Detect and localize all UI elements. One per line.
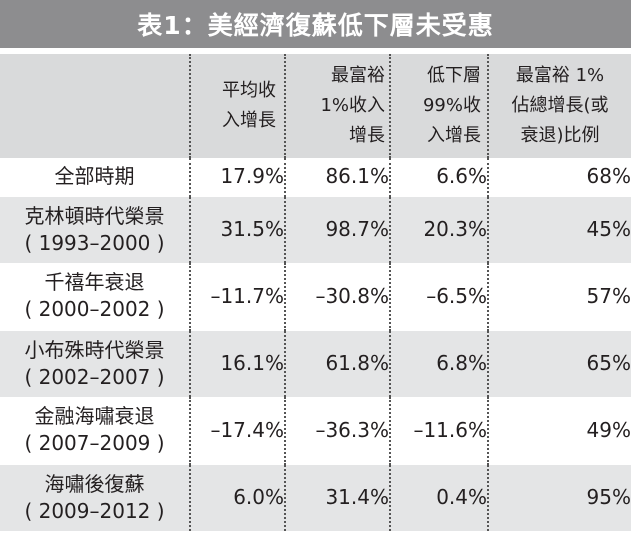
income-growth-table: 平均收 入增長 最富裕 1%收入 增長 低下層 99%收 入增長 最富裕 1% 佔總增長(或…: [0, 54, 631, 531]
cell-avg: 31.5%: [189, 195, 285, 263]
cell-share: 95%: [487, 463, 631, 531]
cell-bottom99: –6.5%: [389, 263, 488, 330]
cell-share: 45%: [487, 195, 631, 263]
cell-bottom99: 20.3%: [389, 195, 488, 263]
table-title: 表1：美經濟復蘇低下層未受惠: [0, 0, 631, 48]
header-avg-income-growth: 平均收 入增長: [189, 54, 285, 158]
header-row: 平均收 入增長 最富裕 1%收入 增長 低下層 99%收 入增長 最富裕 1% 佔總增長(或…: [0, 54, 631, 158]
row-label: 小布殊時代榮景( 2002–2007 ): [0, 329, 190, 397]
cell-avg: 17.9%: [189, 158, 285, 196]
cell-avg: 6.0%: [189, 463, 285, 531]
cell-share: 49%: [487, 397, 631, 464]
cell-top1: 98.7%: [284, 195, 390, 263]
cell-share: 57%: [487, 263, 631, 330]
table-row: 全部時期 17.9% 86.1% 6.6% 68%: [0, 158, 631, 196]
cell-avg: –11.7%: [189, 263, 285, 330]
cell-share: 68%: [487, 158, 631, 196]
table-row: 金融海嘯衰退( 2007–2009 ) –17.4% –36.3% –11.6%…: [0, 397, 631, 464]
cell-bottom99: 6.8%: [389, 329, 488, 397]
cell-top1: –36.3%: [284, 397, 390, 464]
header-top1-income-growth: 最富裕 1%收入 增長: [284, 54, 390, 158]
header-bottom99-income-growth: 低下層 99%收 入增長: [389, 54, 488, 158]
cell-bottom99: 6.6%: [389, 158, 488, 196]
cell-avg: –17.4%: [189, 397, 285, 464]
cell-avg: 16.1%: [189, 329, 285, 397]
cell-top1: 31.4%: [284, 463, 390, 531]
table-row: 海嘯後復蘇( 2009–2012 ) 6.0% 31.4% 0.4% 95%: [0, 463, 631, 531]
header-empty: [0, 54, 190, 158]
row-label: 千禧年衰退( 2000–2002 ): [24, 270, 165, 322]
row-label: 全部時期: [54, 164, 135, 189]
table-row: 小布殊時代榮景( 2002–2007 ) 16.1% 61.8% 6.8% 65…: [0, 329, 631, 397]
cell-share: 65%: [487, 329, 631, 397]
row-label: 克林頓時代榮景( 1993–2000 ): [0, 195, 190, 263]
row-label: 海嘯後復蘇( 2009–2012 ): [0, 463, 190, 531]
table-row: 千禧年衰退( 2000–2002 ) –11.7% –30.8% –6.5% 5…: [0, 263, 631, 330]
cell-top1: –30.8%: [284, 263, 390, 330]
cell-bottom99: –11.6%: [389, 397, 488, 464]
header-top1-share: 最富裕 1% 佔總增長(或 衰退)比例: [487, 54, 631, 158]
table-row: 克林頓時代榮景( 1993–2000 ) 31.5% 98.7% 20.3% 4…: [0, 195, 631, 263]
cell-top1: 61.8%: [284, 329, 390, 397]
row-label: 金融海嘯衰退( 2007–2009 ): [24, 404, 165, 456]
cell-top1: 86.1%: [284, 158, 390, 196]
cell-bottom99: 0.4%: [389, 463, 488, 531]
